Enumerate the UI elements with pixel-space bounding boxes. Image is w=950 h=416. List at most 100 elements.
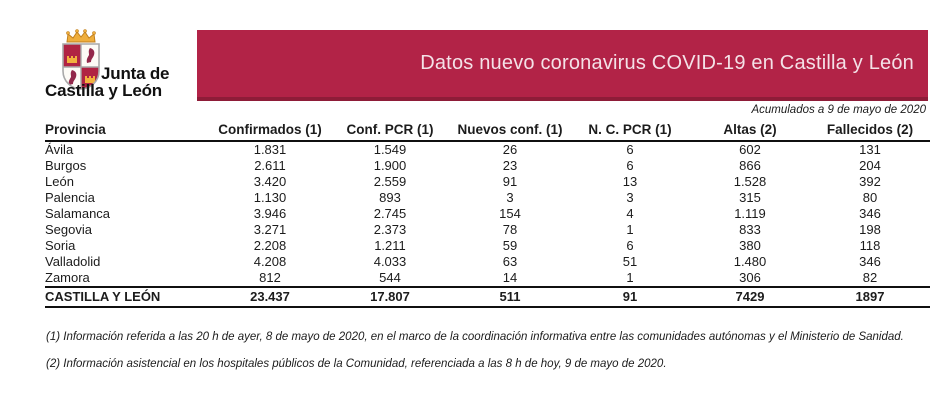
covid-data-table: Provincia Confirmados (1) Conf. PCR (1) Nue… [45,119,930,308]
data-cell: 82 [862,270,878,285]
data-cell: 1.549 [373,142,407,157]
table-row-8: Zamora 812 544 14 1 306 82 [45,270,930,287]
table-row-0: Ávila 1.831 1.549 26 6 602 131 [45,141,930,158]
accumulated-date-note: Acumulados a 9 de mayo de 2020 [751,104,926,116]
total-cell: 1897 [810,286,930,308]
data-cell: 4 [626,206,634,221]
province-name: Burgos [45,158,87,173]
total-cell: 511 [450,286,570,308]
column-header-5: Altas (2) [690,119,810,142]
province-name: Soria [45,238,76,253]
table-row-4: Salamanca 3.946 2.745 154 4 1.119 346 [45,206,930,222]
column-header-6: Fallecidos (2) [810,119,930,142]
data-cell: 2.373 [373,222,407,237]
data-cell: 14 [502,270,518,285]
footnote-1: (1) Información referida a las 20 h de a… [46,331,904,343]
data-cell: 1.211 [374,238,406,253]
logo-text-line1: Junta de [101,64,170,83]
data-cell: 131 [859,142,881,157]
data-cell: 1.130 [253,190,287,205]
data-cell: 26 [502,142,518,157]
data-cell: 833 [739,222,761,237]
data-cell: 6 [626,142,634,157]
column-header-4: N. C. PCR (1) [570,119,690,142]
column-header-3: Nuevos conf. (1) [450,119,570,142]
table-row-2: León 3.420 2.559 91 13 1.528 392 [45,174,930,190]
data-cell: 346 [859,206,881,221]
table-row-1: Burgos 2.611 1.900 23 6 866 204 [45,158,930,174]
table-row-7: Valladolid 4.208 4.033 63 51 1.480 346 [45,254,930,270]
data-cell: 3 [626,190,634,205]
table-row-3: Palencia 1.130 893 3 3 315 80 [45,190,930,206]
table-row-5: Segovia 3.271 2.373 78 1 833 198 [45,222,930,238]
data-cell: 51 [622,254,638,269]
data-cell: 23 [502,158,518,173]
data-cell: 78 [502,222,518,237]
data-cell: 3.946 [253,206,287,221]
column-header-2: Conf. PCR (1) [330,119,450,142]
data-cell: 3.420 [253,174,287,189]
castilla-leon-crest-icon [62,29,100,90]
data-cell: 315 [739,190,761,205]
data-cell: 544 [379,270,401,285]
data-cell: 866 [739,158,761,173]
province-name: Zamora [45,270,90,285]
total-cell: 17.807 [330,286,450,308]
data-cell: 2.559 [373,174,407,189]
table-row-6: Soria 2.208 1.211 59 6 380 118 [45,238,930,254]
province-name: León [45,174,74,189]
column-header-0: Provincia [45,119,210,142]
data-cell: 204 [859,158,881,173]
data-cell: 4.208 [253,254,287,269]
logo-text-line2: Castilla y León [45,81,162,100]
data-cell: 59 [502,238,518,253]
table-total-row: CASTILLA Y LEÓN 23.437 17.807 511 91 7429 1897 [45,286,930,308]
province-name: Salamanca [45,206,111,221]
data-cell: 2.208 [253,238,287,253]
data-cell: 154 [499,206,521,221]
page-title: Datos nuevo coronavirus COVID-19 en Cast… [420,52,914,74]
data-cell: 392 [859,174,881,189]
table-header-row: Provincia Confirmados (1) Conf. PCR (1) Nue… [45,119,930,142]
province-name: Palencia [45,190,95,205]
data-cell: 306 [739,270,761,285]
total-cell: 91 [570,286,690,308]
data-cell: 3.271 [253,222,287,237]
data-cell: 1.528 [733,174,767,189]
data-cell: 1.900 [373,158,407,173]
total-row-label: CASTILLA Y LEÓN [45,286,210,308]
data-cell: 2.611 [254,158,286,173]
data-cell: 1 [626,222,634,237]
data-cell: 812 [259,270,281,285]
data-cell: 346 [859,254,881,269]
data-cell: 1.119 [734,206,766,221]
data-cell: 6 [626,238,634,253]
data-cell: 6 [626,158,634,173]
data-cell: 3 [506,190,514,205]
junta-castilla-leon-logo: Junta de Castilla y León [45,26,180,100]
data-cell: 1.831 [253,142,287,157]
data-cell: 380 [739,238,761,253]
province-name: Valladolid [45,254,101,269]
total-cell: 23.437 [210,286,330,308]
data-cell: 2.745 [373,206,407,221]
column-header-1: Confirmados (1) [210,119,330,142]
data-cell: 1.480 [733,254,767,269]
data-cell: 118 [859,238,881,253]
province-name: Ávila [45,142,74,157]
province-name: Segovia [45,222,92,237]
data-cell: 198 [859,222,881,237]
data-cell: 602 [739,142,761,157]
data-cell: 91 [502,174,518,189]
data-cell: 4.033 [373,254,407,269]
footnote-2: (2) Información asistencial en los hospi… [46,358,667,370]
data-cell: 893 [379,190,401,205]
data-cell: 63 [502,254,518,269]
data-cell: 80 [862,190,878,205]
data-cell: 13 [622,174,638,189]
table-body: Ávila 1.831 1.549 26 6 602 131 Burgos 2.611 1.900… [45,141,930,287]
title-banner: Datos nuevo coronavirus COVID-19 en Cast… [197,30,928,101]
data-cell: 1 [626,270,634,285]
total-cell: 7429 [690,286,810,308]
